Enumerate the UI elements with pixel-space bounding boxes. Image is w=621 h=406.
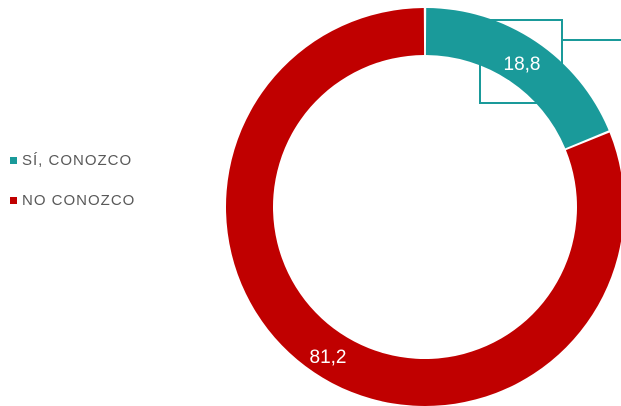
data-label-no-conozco: 81,2: [310, 347, 347, 368]
legend-swatch-si-conozco: [10, 156, 17, 164]
data-label-callout: [479, 19, 621, 104]
legend: SÍ, CONOZCO NO CONOZCO: [10, 150, 135, 230]
data-label-si-conozco: 18,8: [504, 54, 541, 75]
legend-swatch-no-conozco: [10, 196, 17, 204]
slice-s-conozco[interactable]: [425, 8, 609, 149]
callout-box: [479, 19, 563, 104]
legend-item-si-conozco[interactable]: SÍ, CONOZCO: [10, 150, 135, 170]
chart-slices: [226, 8, 621, 406]
legend-label-no-conozco: NO CONOZCO: [22, 191, 136, 209]
legend-item-no-conozco[interactable]: NO CONOZCO: [10, 190, 135, 210]
legend-label-si-conozco: SÍ, CONOZCO: [22, 151, 133, 169]
